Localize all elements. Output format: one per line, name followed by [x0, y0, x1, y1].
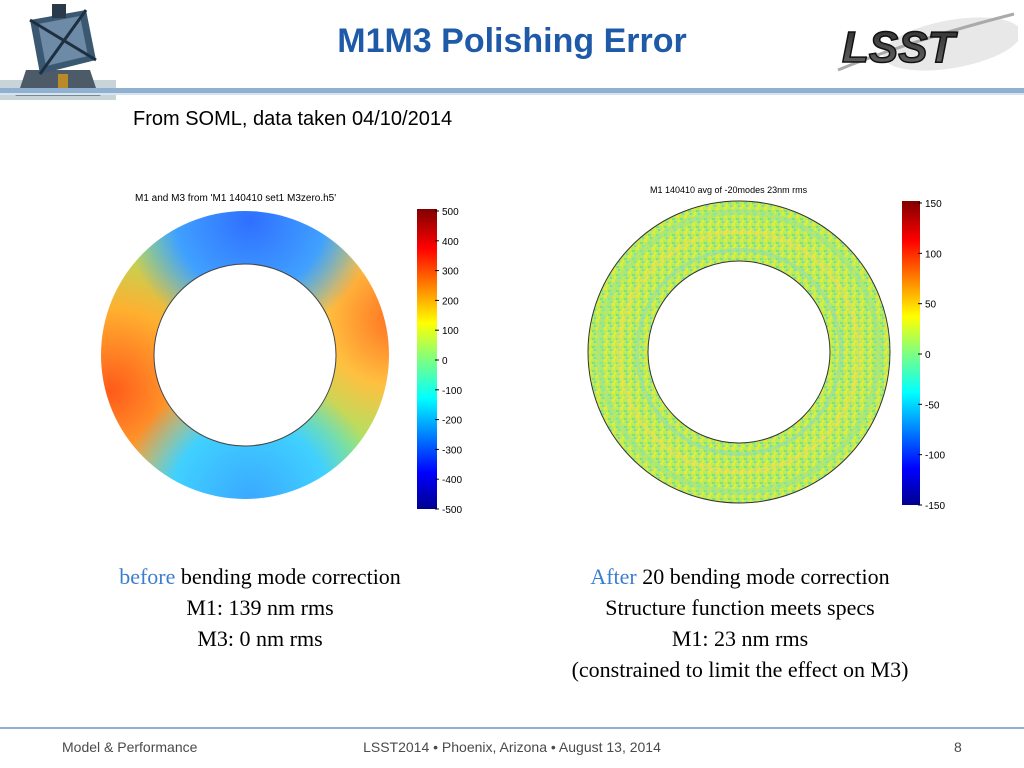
- after-label: After: [590, 564, 637, 589]
- left-colorbar-tick-label: 400: [442, 237, 459, 248]
- lsst-logo-icon: LSST: [832, 10, 1022, 82]
- page-number: 8: [954, 739, 962, 755]
- left-colorbar-tick-label: 500: [442, 207, 459, 218]
- right-colorbar-tick-label: -150: [925, 501, 945, 512]
- left-colorbar-tick-label: -500: [442, 505, 462, 516]
- right-colorbar-tick-label: 150: [925, 199, 942, 210]
- footer-rule: [0, 727, 1024, 729]
- left-colorbar: [417, 209, 437, 509]
- svg-text:LSST: LSST: [842, 23, 958, 72]
- right-colorbar-tick-label: -100: [925, 451, 945, 462]
- slide-title: M1M3 Polishing Error: [337, 22, 687, 60]
- right-colorbar-tick-label: 100: [925, 249, 942, 260]
- left-colorbar-tick-label: -200: [442, 416, 462, 427]
- left-colorbar-tick-label: -400: [442, 475, 462, 486]
- after-structure-function: Structure function meets specs: [605, 595, 875, 620]
- before-m1-rms: M1: 139 nm rms: [186, 595, 334, 620]
- after-line1: 20 bending mode correction: [636, 564, 890, 589]
- telescope-logo-icon: [0, 0, 116, 100]
- left-plot-title: M1 and M3 from 'M1 140410 set1 M3zero.h5…: [135, 193, 336, 204]
- header-rule-shadow: [0, 93, 1024, 95]
- right-plot-title: M1 140410 avg of -20modes 23nm rms: [650, 185, 808, 195]
- left-colorbar-tick-label: 200: [442, 296, 459, 307]
- after-correction-map: M1 140410 avg of -20modes 23nm rms 150 10…: [580, 183, 980, 523]
- before-label: before: [119, 564, 176, 589]
- right-colorbar-tick-label: 0: [925, 350, 931, 361]
- left-colorbar-tick-label: 0: [442, 356, 448, 367]
- before-line1: bending mode correction: [175, 564, 401, 589]
- left-colorbar-tick-label: -300: [442, 445, 462, 456]
- after-m1-rms: M1: 23 nm rms: [671, 626, 809, 651]
- left-colorbar-tick-label: 300: [442, 267, 459, 278]
- slide-subtitle: From SOML, data taken 04/10/2014: [133, 108, 453, 130]
- right-colorbar: [902, 201, 920, 505]
- right-colorbar-tick-label: -50: [925, 400, 940, 411]
- left-colorbar-tick-label: 100: [442, 326, 459, 337]
- before-m3-rms: M3: 0 nm rms: [197, 626, 323, 651]
- after-caption: After 20 bending mode correction Structu…: [510, 561, 970, 685]
- left-ring: [95, 205, 405, 505]
- before-correction-map: M1 and M3 from 'M1 140410 set1 M3zero.h5…: [95, 185, 475, 525]
- before-caption: before bending mode correction M1: 139 n…: [60, 561, 460, 654]
- after-constraint-note: (constrained to limit the effect on M3): [571, 657, 909, 682]
- footer-event: LSST2014 • Phoenix, Arizona • August 13,…: [363, 739, 661, 755]
- left-colorbar-tick-label: -100: [442, 386, 462, 397]
- footer-section: Model & Performance: [62, 739, 198, 755]
- header-rule: [0, 88, 1024, 93]
- right-ring: [580, 193, 900, 513]
- right-colorbar-tick-label: 50: [925, 300, 937, 311]
